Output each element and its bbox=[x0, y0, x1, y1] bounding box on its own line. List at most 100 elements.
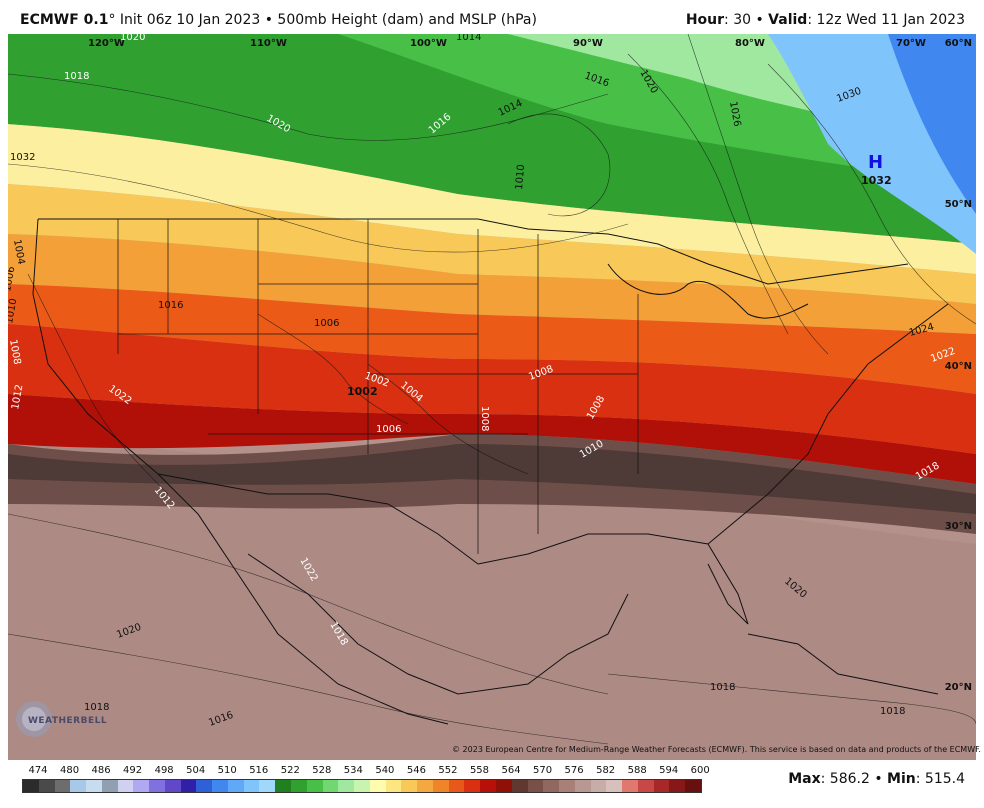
legend-swatch bbox=[23, 780, 39, 792]
lat-label-50n: 50°N bbox=[945, 199, 972, 210]
lon-label-90w: 90°W bbox=[573, 38, 603, 49]
legend-tick-label: 510 bbox=[217, 765, 237, 776]
header-bar: ECMWF 0.1° Init 06z 10 Jan 2023 • 500mb … bbox=[0, 0, 984, 34]
band-orange bbox=[8, 234, 976, 334]
max-min-readout: Max: 586.2 • Min: 515.4 bbox=[788, 771, 965, 787]
latitude-labels: 60°N 50°N 40°N 30°N 20°N bbox=[945, 38, 972, 693]
legend-swatch bbox=[685, 780, 701, 792]
legend-swatch bbox=[196, 780, 213, 792]
isobar-label: 1016 bbox=[158, 300, 183, 311]
band-darkest bbox=[8, 444, 976, 514]
legend-tick-label: 486 bbox=[91, 765, 111, 776]
isobar-label: 1006 bbox=[8, 266, 17, 293]
borders bbox=[32, 218, 949, 725]
isobar-label: 1010 bbox=[8, 298, 19, 325]
valid-value: : 12z Wed 11 Jan 2023 bbox=[807, 12, 965, 28]
isobars bbox=[8, 34, 976, 745]
band-yellow bbox=[8, 124, 976, 274]
legend-tick-label: 558 bbox=[469, 765, 490, 776]
band-orange-red bbox=[8, 284, 976, 394]
legend-tick-label: 498 bbox=[154, 765, 174, 776]
legend-tick-label: 588 bbox=[627, 765, 647, 776]
legend-swatch bbox=[38, 780, 55, 792]
legend-swatch bbox=[212, 780, 228, 792]
legend-swatch bbox=[354, 780, 370, 792]
band-brown-mid bbox=[8, 434, 976, 760]
legend-swatch bbox=[432, 780, 449, 792]
legend-swatch bbox=[322, 780, 339, 792]
isobar-label: 1032 bbox=[10, 152, 35, 163]
legend-tick-label: 552 bbox=[438, 765, 458, 776]
band-dark-brown bbox=[8, 434, 976, 534]
legend-tick-label: 576 bbox=[564, 765, 584, 776]
legend-swatch bbox=[117, 780, 134, 792]
legend-swatch bbox=[559, 780, 575, 792]
high-pressure-marker: H bbox=[868, 152, 883, 173]
legend-swatch bbox=[385, 780, 402, 792]
legend-swatch bbox=[149, 780, 165, 792]
legend-tick-label: 600 bbox=[690, 765, 710, 776]
legend-swatch bbox=[448, 780, 465, 792]
us-mexico-border bbox=[157, 473, 479, 565]
lat-label-60n: 60°N bbox=[945, 38, 972, 49]
band-red bbox=[8, 324, 976, 454]
isobar-label: 1018 bbox=[64, 71, 89, 82]
legend-swatch bbox=[622, 780, 638, 792]
init-description: ° Init 06z 10 Jan 2023 • 500mb Height (d… bbox=[108, 12, 537, 28]
lon-label-80w: 80°W bbox=[735, 38, 765, 49]
legend-swatch bbox=[369, 780, 386, 792]
legend-tick-label: 528 bbox=[312, 765, 332, 776]
legend-swatch bbox=[70, 780, 87, 792]
low-pressure-value: 1002 bbox=[347, 385, 378, 398]
legend-swatch bbox=[495, 780, 512, 792]
east-coast bbox=[707, 303, 949, 545]
legend-tick-label: 504 bbox=[186, 765, 206, 776]
legend-swatch bbox=[543, 780, 560, 792]
legend-tick-label: 480 bbox=[59, 765, 80, 776]
max-value: : 586.2 • bbox=[820, 771, 888, 787]
lon-label-110w: 110°W bbox=[250, 38, 287, 49]
high-pressure-value: 1032 bbox=[861, 174, 892, 187]
lon-label-100w: 100°W bbox=[410, 38, 447, 49]
valid-label: Valid bbox=[768, 12, 808, 28]
copyright-notice: © 2023 European Centre for Medium-Range … bbox=[452, 745, 981, 754]
map-canvas: 120°W 110°W 100°W 90°W 80°W 70°W 60°N 50… bbox=[8, 34, 976, 760]
us-canada-border bbox=[38, 218, 909, 285]
band-light-orange bbox=[8, 184, 976, 304]
legend-swatch bbox=[590, 780, 607, 792]
logo-text: WEATHERBELL bbox=[28, 716, 108, 726]
legend-swatch bbox=[480, 780, 496, 792]
legend-swatch bbox=[101, 780, 118, 792]
isobar-label: 1018 bbox=[880, 706, 905, 717]
legend-tick-label: 540 bbox=[375, 765, 395, 776]
isobar-label: 1008 bbox=[479, 406, 490, 431]
max-label: Max bbox=[788, 771, 821, 787]
weather-map: 120°W 110°W 100°W 90°W 80°W 70°W 60°N 50… bbox=[8, 34, 976, 760]
isobar-label: 1020 bbox=[120, 34, 145, 43]
great-lakes bbox=[607, 263, 809, 319]
legend-swatch bbox=[164, 780, 181, 792]
min-label: Min bbox=[887, 771, 916, 787]
legend-swatch bbox=[669, 780, 686, 792]
lat-label-40n: 40°N bbox=[945, 361, 972, 372]
legend-swatch bbox=[511, 780, 528, 792]
legend-swatch bbox=[54, 780, 71, 792]
legend-swatch bbox=[133, 780, 150, 792]
legend-swatch bbox=[606, 780, 623, 792]
legend-swatch bbox=[275, 780, 292, 792]
isobar-label: 1018 bbox=[710, 682, 735, 693]
legend-tick-label: 516 bbox=[249, 765, 269, 776]
legend-swatch bbox=[574, 780, 591, 792]
west-coast bbox=[32, 218, 449, 725]
legend-swatch bbox=[259, 780, 276, 792]
legend-swatch bbox=[243, 780, 260, 792]
legend-swatch bbox=[653, 780, 670, 792]
legend-swatch bbox=[291, 780, 307, 792]
hour-value: : 30 • bbox=[724, 12, 769, 28]
legend-swatch bbox=[227, 780, 244, 792]
caribbean bbox=[747, 633, 939, 695]
legend-tick-label: 570 bbox=[533, 765, 553, 776]
legend-tick-label: 522 bbox=[280, 765, 300, 776]
legend-tick-label: 546 bbox=[406, 765, 426, 776]
legend-tick-label: 534 bbox=[343, 765, 363, 776]
